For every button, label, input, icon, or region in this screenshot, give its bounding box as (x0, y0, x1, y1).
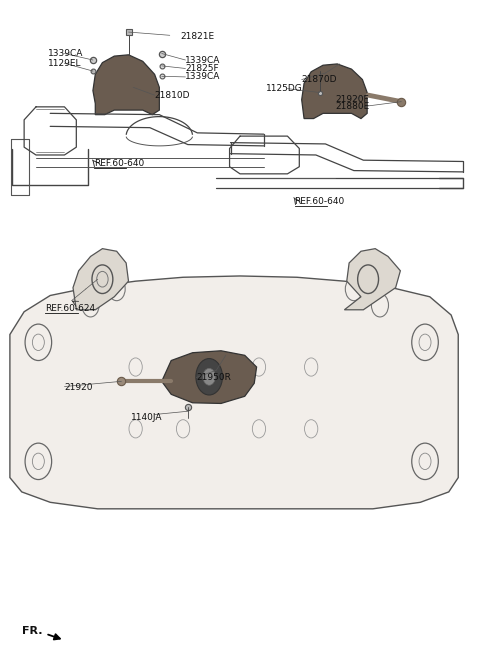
Circle shape (196, 359, 222, 395)
Text: 21821E: 21821E (180, 32, 215, 41)
Text: 21825F: 21825F (185, 64, 219, 73)
Text: 21870D: 21870D (301, 75, 337, 84)
Polygon shape (93, 55, 159, 115)
Polygon shape (301, 64, 367, 119)
Text: 1129EL: 1129EL (48, 59, 81, 68)
Text: FR.: FR. (22, 626, 42, 636)
Text: REF.60-640: REF.60-640 (94, 159, 144, 168)
Text: 1339CA: 1339CA (185, 72, 221, 81)
Text: 21950R: 21950R (196, 373, 231, 382)
Text: 21880E: 21880E (335, 102, 369, 112)
Text: REF.60-624: REF.60-624 (46, 304, 96, 313)
Polygon shape (10, 276, 458, 509)
Circle shape (203, 368, 216, 385)
Text: REF.60-640: REF.60-640 (295, 197, 345, 206)
Text: 21810D: 21810D (155, 91, 190, 100)
Polygon shape (73, 249, 129, 310)
Polygon shape (162, 351, 257, 403)
Text: 1339CA: 1339CA (185, 56, 221, 64)
Polygon shape (344, 249, 400, 310)
Text: 21920: 21920 (64, 383, 93, 392)
Text: 1140JA: 1140JA (131, 413, 162, 422)
Text: 1125DG: 1125DG (266, 84, 303, 93)
Text: 21920F: 21920F (335, 94, 369, 104)
Text: 1339CA: 1339CA (48, 49, 83, 58)
